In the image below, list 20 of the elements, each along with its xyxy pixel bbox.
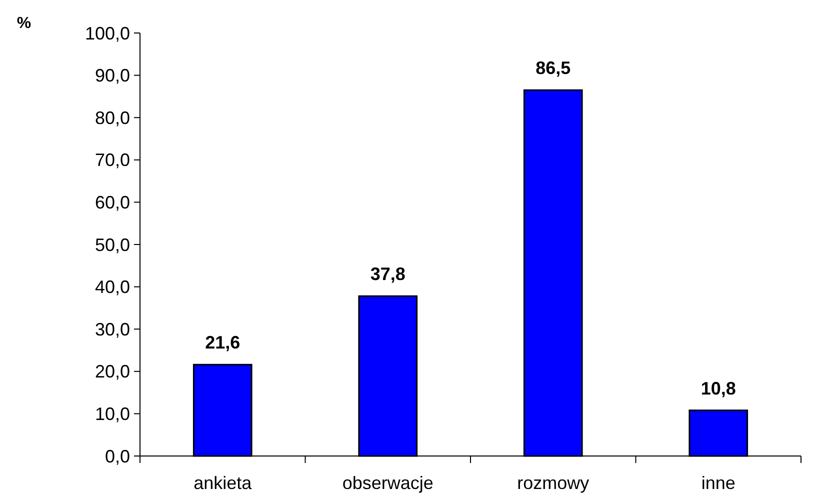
- x-tick-label: rozmowy: [517, 473, 590, 493]
- y-tick-label: 70,0: [94, 150, 130, 170]
- y-tick-label: 0,0: [104, 446, 130, 466]
- y-axis-title: %: [16, 15, 32, 32]
- x-tick-label: inne: [701, 473, 736, 493]
- x-tick-label: obserwacje: [342, 473, 434, 493]
- y-tick-label: 100,0: [84, 23, 130, 44]
- y-tick-label: 80,0: [94, 108, 130, 128]
- y-tick-label: 90,0: [94, 66, 130, 86]
- y-tick-label: 50,0: [94, 234, 130, 255]
- data-label: 10,8: [700, 378, 736, 398]
- y-tick-label: 60,0: [94, 192, 130, 212]
- y-tick-label: 20,0: [94, 362, 130, 382]
- data-label: 37,8: [370, 264, 406, 284]
- y-tick-label: 40,0: [94, 277, 130, 298]
- data-label: 86,5: [536, 58, 571, 78]
- data-label: 21,6: [205, 332, 240, 353]
- x-tick-label: ankieta: [194, 473, 253, 493]
- y-tick-label: 10,0: [94, 404, 130, 424]
- y-tick-label: 30,0: [94, 319, 130, 340]
